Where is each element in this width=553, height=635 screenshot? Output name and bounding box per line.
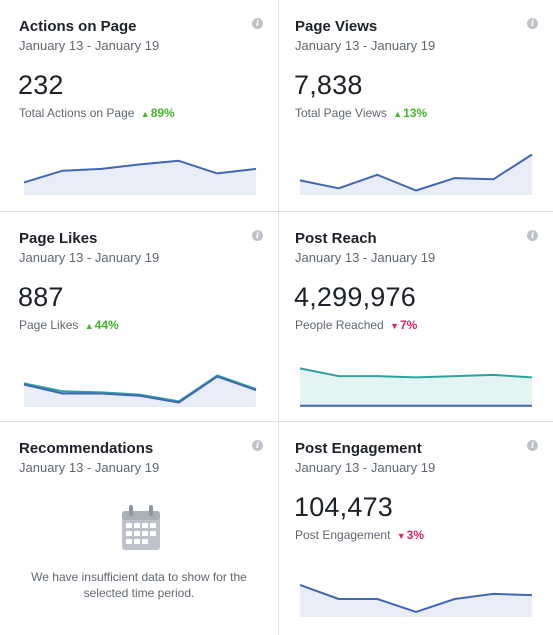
delta-badge: ▲13% — [393, 106, 427, 120]
card-page-views[interactable]: Page Views January 13 - January 19 i 7,8… — [279, 0, 553, 211]
sparkline-line — [23, 159, 257, 184]
sparkline-line — [299, 583, 533, 613]
card-actions-on-page[interactable]: Actions on Page January 13 - January 19 … — [0, 0, 278, 211]
sub-label-text: Total Page Views — [295, 106, 387, 120]
sparkline-chart — [299, 153, 533, 195]
empty-state-message: We have insufficient data to show for th… — [31, 570, 247, 600]
delta-badge: ▲89% — [141, 106, 175, 120]
card-value: 232 — [18, 70, 64, 100]
card-post-reach[interactable]: Post Reach January 13 - January 19 i 4,2… — [279, 212, 553, 421]
calendar-icon — [122, 505, 160, 550]
sparkline-chart — [299, 583, 533, 617]
info-icon[interactable]: i — [527, 18, 538, 29]
card-title[interactable]: Post Engagement — [295, 440, 422, 457]
card-date-range: January 13 - January 19 — [19, 460, 160, 475]
sparkline-line — [299, 153, 533, 192]
sparkline-chart — [299, 367, 533, 407]
sub-label-text: Page Likes — [19, 318, 79, 332]
card-date-range: January 13 - January 19 — [19, 250, 160, 265]
card-title[interactable]: Post Reach — [295, 230, 377, 247]
card-value: 887 — [18, 282, 64, 312]
sparkline-chart — [23, 159, 257, 195]
card-post-engagement[interactable]: Post Engagement January 13 - January 19 … — [279, 422, 553, 635]
info-icon[interactable]: i — [252, 18, 263, 29]
sparkline-area — [24, 160, 256, 195]
card-title[interactable]: Actions on Page — [19, 18, 137, 35]
sparkline-area — [300, 584, 532, 617]
card-value: 4,299,976 — [294, 282, 416, 312]
info-icon[interactable]: i — [527, 440, 538, 451]
card-value: 7,838 — [294, 70, 363, 100]
sparkline-area — [300, 368, 532, 407]
card-sub-label: Page Likes ▲44% — [19, 318, 119, 332]
card-title[interactable]: Page Views — [295, 18, 378, 35]
delta-badge: ▼7% — [390, 318, 417, 332]
sparkline-area — [300, 154, 532, 195]
card-sub-label: Total Actions on Page ▲89% — [19, 106, 175, 120]
info-icon[interactable]: i — [527, 230, 538, 241]
card-sub-label: People Reached ▼7% — [295, 318, 417, 332]
delta-value: 13% — [403, 106, 428, 120]
card-value: 104,473 — [294, 492, 393, 522]
delta-value: 3% — [406, 528, 425, 542]
sub-label-text: Post Engagement — [295, 528, 391, 542]
card-date-range: January 13 - January 19 — [295, 38, 436, 53]
card-sub-label: Post Engagement ▼3% — [295, 528, 424, 542]
card-recommendations[interactable]: Recommendations January 13 - January 19 … — [0, 422, 278, 635]
delta-value: 89% — [150, 106, 175, 120]
arrow-down-icon: ▼ — [390, 321, 399, 331]
info-icon[interactable]: i — [252, 440, 263, 451]
card-sub-label: Total Page Views ▲13% — [295, 106, 427, 120]
sparkline-chart — [23, 374, 257, 407]
arrow-up-icon: ▲ — [393, 109, 403, 119]
delta-value: 7% — [400, 318, 418, 332]
sparkline-line — [299, 367, 533, 379]
delta-badge: ▼3% — [397, 528, 424, 542]
sparkline-line — [23, 375, 257, 404]
arrow-down-icon: ▼ — [396, 531, 406, 541]
sub-label-text: Total Actions on Page — [19, 106, 135, 120]
delta-value: 44% — [94, 318, 119, 332]
card-title[interactable]: Page Likes — [19, 230, 98, 247]
sparkline-line — [23, 374, 257, 403]
info-icon[interactable]: i — [252, 230, 263, 241]
card-title[interactable]: Recommendations — [19, 440, 154, 457]
sub-label-text: People Reached — [295, 318, 384, 332]
delta-badge: ▲44% — [85, 318, 119, 332]
arrow-up-icon: ▲ — [140, 109, 150, 119]
card-date-range: January 13 - January 19 — [19, 38, 160, 53]
arrow-up-icon: ▲ — [84, 321, 94, 331]
card-page-likes[interactable]: Page Likes January 13 - January 19 i 887… — [0, 212, 278, 421]
card-date-range: January 13 - January 19 — [295, 250, 436, 265]
sparkline-area — [24, 375, 256, 407]
card-date-range: January 13 - January 19 — [295, 460, 436, 475]
